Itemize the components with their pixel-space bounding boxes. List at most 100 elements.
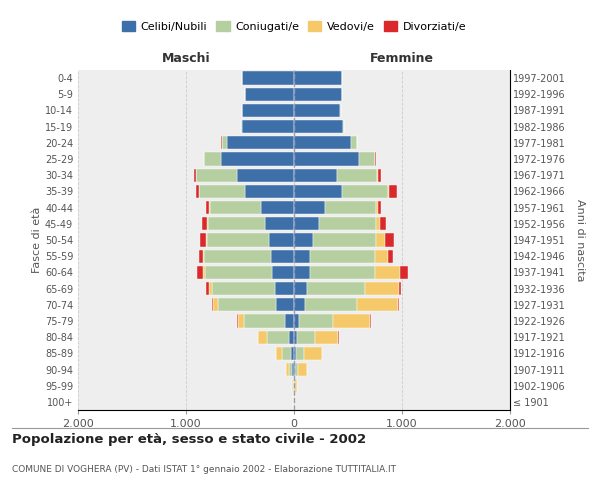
- Bar: [242, 72, 294, 85]
- Bar: [376, 201, 378, 214]
- Bar: [297, 330, 314, 344]
- Text: Maschi: Maschi: [161, 52, 211, 65]
- Bar: [388, 185, 389, 198]
- Bar: [294, 282, 307, 295]
- Bar: [289, 363, 292, 376]
- Bar: [205, 152, 221, 166]
- Bar: [375, 250, 388, 263]
- Bar: [376, 234, 385, 246]
- Bar: [275, 282, 294, 295]
- Bar: [269, 234, 294, 246]
- Bar: [238, 314, 244, 328]
- Bar: [337, 168, 377, 182]
- Bar: [294, 104, 340, 117]
- Bar: [370, 314, 371, 328]
- Bar: [375, 266, 400, 279]
- Bar: [296, 346, 304, 360]
- Bar: [237, 168, 294, 182]
- Bar: [199, 185, 245, 198]
- Bar: [289, 330, 294, 344]
- Bar: [197, 266, 203, 279]
- Bar: [212, 298, 213, 312]
- Bar: [245, 185, 294, 198]
- Bar: [385, 234, 394, 246]
- Bar: [259, 330, 267, 344]
- Text: Popolazione per età, sesso e stato civile - 2002: Popolazione per età, sesso e stato civil…: [12, 432, 366, 446]
- Bar: [319, 217, 376, 230]
- Bar: [310, 266, 375, 279]
- Y-axis label: Fasce di età: Fasce di età: [32, 207, 42, 273]
- Bar: [294, 314, 299, 328]
- Bar: [203, 250, 205, 263]
- Bar: [295, 379, 298, 392]
- Bar: [227, 136, 294, 149]
- Bar: [351, 136, 356, 149]
- Bar: [398, 298, 400, 312]
- Bar: [314, 330, 338, 344]
- Bar: [242, 104, 294, 117]
- Bar: [206, 234, 269, 246]
- Bar: [202, 217, 207, 230]
- Bar: [294, 298, 305, 312]
- Bar: [221, 152, 294, 166]
- Bar: [205, 250, 271, 263]
- Bar: [237, 314, 238, 328]
- Bar: [399, 282, 401, 295]
- Bar: [203, 266, 205, 279]
- Bar: [244, 314, 286, 328]
- Bar: [294, 72, 341, 85]
- Bar: [294, 234, 313, 246]
- Bar: [205, 266, 272, 279]
- Bar: [213, 298, 218, 312]
- Bar: [194, 168, 196, 182]
- Bar: [378, 168, 381, 182]
- Bar: [245, 88, 294, 101]
- Bar: [333, 314, 370, 328]
- Bar: [206, 282, 209, 295]
- Bar: [242, 120, 294, 134]
- Text: COMUNE DI VOGHERA (PV) - Dati ISTAT 1° gennaio 2002 - Elaborazione TUTTITALIA.IT: COMUNE DI VOGHERA (PV) - Dati ISTAT 1° g…: [12, 466, 396, 474]
- Bar: [196, 168, 237, 182]
- Y-axis label: Anni di nascita: Anni di nascita: [575, 198, 585, 281]
- Bar: [356, 298, 398, 312]
- Bar: [343, 120, 344, 134]
- Bar: [292, 363, 294, 376]
- Bar: [307, 282, 365, 295]
- Bar: [341, 185, 388, 198]
- Bar: [221, 136, 227, 149]
- Bar: [271, 250, 294, 263]
- Bar: [378, 201, 382, 214]
- Bar: [400, 266, 408, 279]
- Bar: [275, 298, 294, 312]
- Bar: [212, 282, 275, 295]
- Bar: [325, 201, 376, 214]
- Bar: [272, 266, 294, 279]
- Bar: [209, 282, 212, 295]
- Bar: [295, 363, 298, 376]
- Bar: [291, 346, 294, 360]
- Bar: [305, 298, 356, 312]
- Bar: [388, 250, 394, 263]
- Bar: [294, 88, 341, 101]
- Bar: [294, 120, 343, 134]
- Text: Femmine: Femmine: [370, 52, 434, 65]
- Bar: [294, 250, 310, 263]
- Bar: [294, 185, 341, 198]
- Bar: [265, 217, 294, 230]
- Bar: [294, 330, 297, 344]
- Bar: [365, 282, 399, 295]
- Bar: [294, 136, 351, 149]
- Bar: [286, 363, 289, 376]
- Bar: [294, 363, 295, 376]
- Bar: [218, 298, 275, 312]
- Bar: [310, 250, 375, 263]
- Bar: [294, 168, 337, 182]
- Bar: [276, 346, 282, 360]
- Bar: [299, 314, 333, 328]
- Bar: [267, 330, 289, 344]
- Bar: [359, 152, 375, 166]
- Bar: [294, 152, 359, 166]
- Bar: [304, 346, 322, 360]
- Bar: [210, 201, 260, 214]
- Bar: [313, 234, 376, 246]
